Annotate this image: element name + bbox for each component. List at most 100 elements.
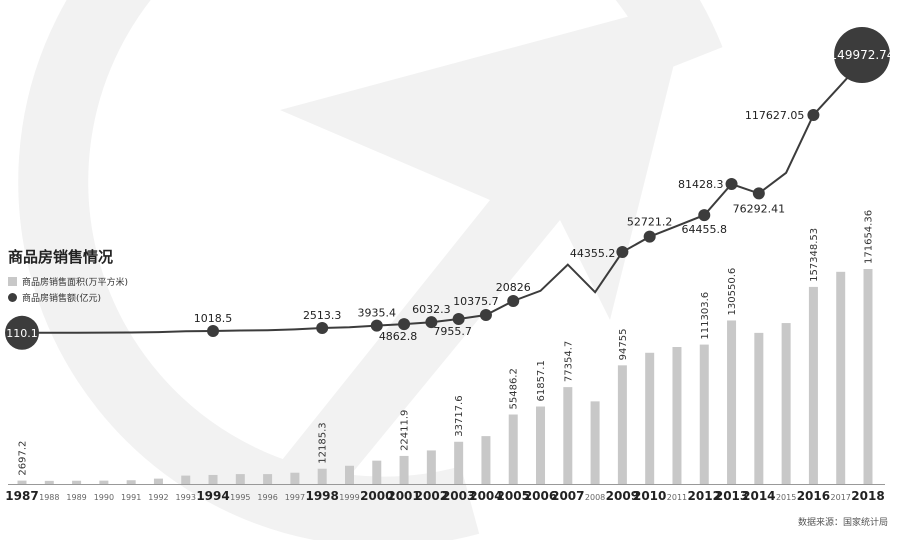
bar-label-2001: 22411.9 [400,410,411,451]
x-tick-2007: 2007 [551,489,584,503]
legend-label-sales: 商品房销售额(亿元) [22,294,102,304]
x-tick-1993: 1993 [176,493,196,502]
bar-label-2012: 111303.6 [700,292,711,340]
bar-label-2006: 61857.1 [536,360,547,401]
x-tick-2002: 2002 [415,489,448,503]
chart-title: 商品房销售情况 [8,248,114,266]
bar-1993 [181,475,191,484]
bar-2008 [590,401,600,484]
bar-2012 [699,344,709,484]
bar-1989 [72,480,82,484]
bar-2015 [781,323,791,484]
sales-label-2018: 149972.74 [830,48,895,62]
sales-point-2018 [834,27,890,83]
legend-item-area: 商品房销售面积(万平方米) [8,275,128,288]
bar-2018 [863,269,873,484]
x-tick-2006: 2006 [524,489,557,503]
sales-point-2010 [643,230,656,243]
bar-label-2009: 94755 [618,329,629,361]
bar-1996 [263,474,273,484]
x-tick-2015: 2015 [776,493,796,502]
bar-label-2018: 171654.36 [864,210,875,264]
sales-line [21,54,869,334]
sales-point-2000 [370,319,383,332]
x-tick-2008: 2008 [585,493,605,502]
x-tick-1987: 1987 [5,489,38,503]
sales-point-1987 [5,315,39,350]
bar-2009 [617,365,627,484]
x-tick-2010: 2010 [633,489,666,503]
sales-point-2001 [398,318,411,331]
x-tick-1990: 1990 [94,493,114,502]
bar-2003 [454,441,464,484]
x-tick-2003: 2003 [442,489,475,503]
bar-2010 [645,352,655,484]
x-tick-2011: 2011 [667,493,687,502]
x-tick-2018: 2018 [851,489,884,503]
legend-swatch-sales [8,293,17,302]
bar-2016 [808,286,818,484]
x-tick-1989: 1989 [66,493,86,502]
sales-point-1994 [207,324,220,337]
bar-2011 [672,347,682,484]
sales-label-2001: 4862.8 [379,330,418,343]
sales-point-2004 [479,309,492,321]
sales-label-2012: 64455.8 [682,223,728,236]
x-tick-2014: 2014 [742,489,775,503]
bar-2013 [727,320,737,484]
watermark-arc [18,0,723,540]
data-source: 数据来源：国家统计局 [797,518,888,528]
watermark-arrow [250,0,690,500]
bar-2001 [399,455,409,484]
bar-1992 [153,478,163,484]
bar-2004 [481,436,491,484]
sales-point-2016 [807,109,820,121]
sales-label-2002: 6032.3 [412,303,451,316]
x-tick-1995: 1995 [230,493,250,502]
legend-item-sales: 商品房销售额(亿元) [8,291,101,304]
x-tick-1999: 1999 [339,493,359,502]
sales-label-2016: 117627.05 [745,109,805,122]
bar-2005 [508,414,518,484]
sales-label-2010: 52721.2 [627,216,673,229]
bar-1994 [208,474,218,484]
x-tick-1992: 1992 [148,493,168,502]
x-tick-2000: 2000 [360,489,393,503]
sales-point-2005 [507,295,520,307]
sales-point-2009 [616,246,629,258]
bar-label-2013: 130550.6 [727,268,738,316]
sales-label-2000: 3935.4 [358,307,397,320]
legend-label-area: 商品房销售面积(万平方米) [22,278,129,288]
sales-label-2014: 76292.41 [733,202,786,215]
bar-label-1987: 2697.2 [18,441,29,476]
x-tick-2001: 2001 [387,489,420,503]
sales-label-2003: 7955.7 [433,325,472,338]
sales-point-1998 [316,322,329,334]
x-tick-1996: 1996 [257,493,277,502]
bar-1991 [126,480,136,484]
x-tick-2005: 2005 [497,489,530,503]
sales-label-1987: 110.1 [6,327,38,340]
bar-2006 [536,406,546,484]
bar-label-2007: 77354.7 [563,341,574,382]
bar-1990 [99,480,109,484]
x-tick-2012: 2012 [688,489,721,503]
x-tick-2016: 2016 [797,489,830,503]
bar-1998 [317,468,327,484]
bar-label-1998: 12185.3 [318,422,329,463]
bar-label-2016: 157348.53 [809,228,820,282]
sales-label-2005: 20826 [496,281,531,294]
sales-point-2013 [725,178,738,190]
bar-label-2005: 55486.2 [509,368,520,409]
bar-1997 [290,472,300,484]
x-tick-2004: 2004 [469,489,502,503]
x-tick-1994: 1994 [196,489,229,503]
x-tick-2013: 2013 [715,489,748,503]
sales-point-2002 [425,316,438,329]
bar-1995 [235,474,245,484]
x-tick-1997: 1997 [285,493,305,502]
x-tick-1988: 1988 [39,493,59,502]
sales-label-2009: 44355.2 [570,247,616,260]
bar-2017 [836,271,846,484]
sales-label-1998: 2513.3 [303,309,342,322]
